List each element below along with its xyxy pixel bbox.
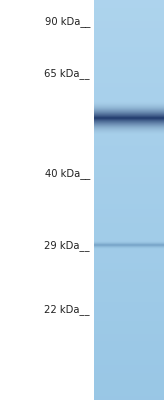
Text: 40 kDa__: 40 kDa__: [45, 168, 90, 180]
Text: 90 kDa__: 90 kDa__: [45, 16, 90, 28]
Text: 22 kDa__: 22 kDa__: [44, 304, 90, 316]
Text: 65 kDa__: 65 kDa__: [44, 68, 90, 80]
Text: 29 kDa__: 29 kDa__: [44, 240, 90, 252]
